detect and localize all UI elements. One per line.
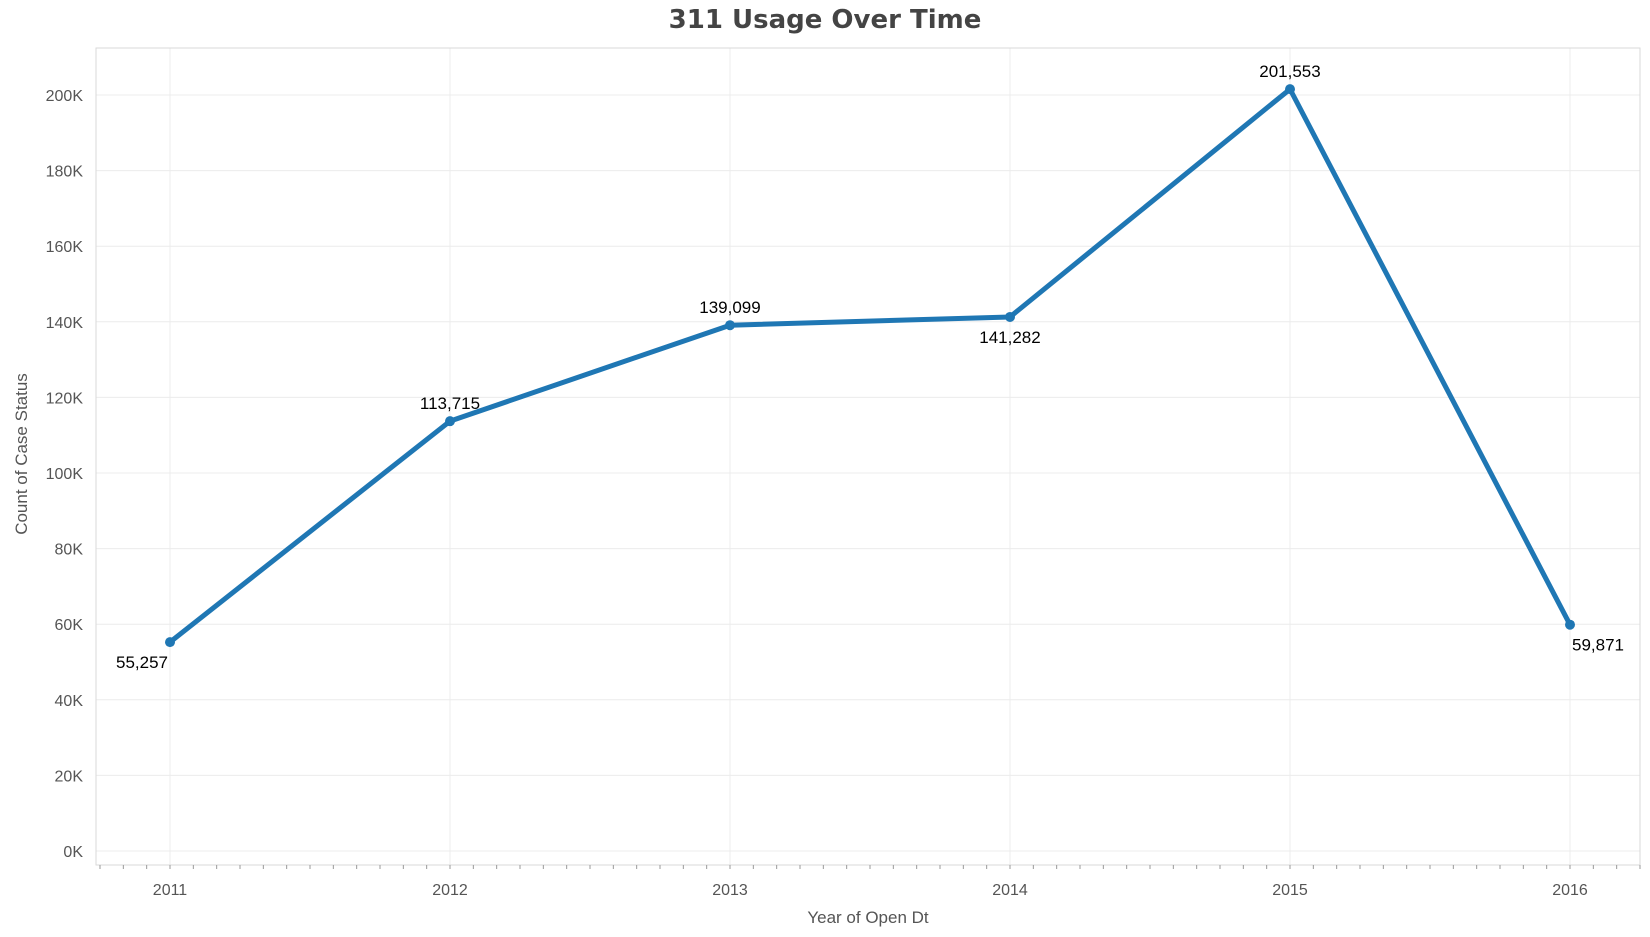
y-tick-label: 160K (46, 239, 84, 256)
plot-area (95, 47, 1641, 866)
series-group (165, 84, 1575, 648)
y-axis: 0K 20K 40K 60K 80K 100K 120K 140K 160K 180K 200K (46, 88, 84, 861)
data-label: 113,715 (420, 394, 480, 413)
data-point (165, 637, 175, 648)
y-tick-label: 80K (55, 542, 84, 559)
y-tick-label: 140K (46, 315, 84, 332)
y-axis-title: Count of Case Status (12, 373, 31, 535)
data-point (1005, 311, 1015, 322)
data-label: 141,282 (979, 328, 1040, 347)
y-tick-label: 40K (55, 693, 84, 710)
y-tick-label: 180K (46, 164, 84, 181)
series-line (167, 86, 1573, 645)
y-tick-label: 20K (55, 768, 84, 785)
x-tick-label: 2014 (992, 882, 1028, 899)
data-point (1565, 619, 1575, 630)
chart-title: 311 Usage Over Time (669, 5, 982, 35)
x-axis: 2011 2012 2013 2014 2015 2016 (99, 865, 1641, 899)
x-tick-label: 2016 (1552, 882, 1588, 899)
x-axis-title: Year of Open Dt (807, 908, 929, 927)
y-tick-label: 0K (63, 844, 83, 861)
data-label: 59,871 (1572, 636, 1624, 655)
data-point (445, 416, 455, 427)
data-label: 201,553 (1259, 62, 1320, 81)
y-tick-label: 120K (46, 390, 84, 407)
y-tick-label: 60K (55, 617, 84, 634)
data-label: 55,257 (116, 653, 168, 672)
y-tick-label: 200K (46, 88, 84, 105)
data-labels: 55,257 113,715 139,099 141,282 201,553 59,871 (116, 62, 1624, 672)
data-label: 139,099 (699, 298, 760, 317)
data-point (725, 320, 735, 331)
data-point (1285, 84, 1295, 95)
x-tick-label: 2012 (432, 882, 468, 899)
y-tick-label: 100K (46, 466, 84, 483)
grid-lines (96, 48, 1640, 865)
x-tick-label: 2013 (712, 882, 748, 899)
x-tick-label: 2011 (153, 882, 188, 899)
x-tick-label: 2015 (1272, 882, 1308, 899)
